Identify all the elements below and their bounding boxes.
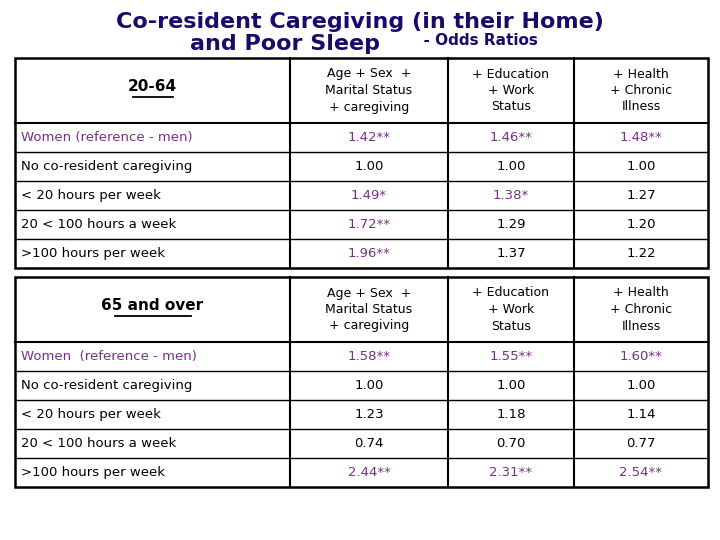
Bar [15,58,708,268]
Text: 1.22: 1.22 [626,247,656,260]
Text: 2.54**: 2.54** [619,466,662,479]
Text: No co-resident caregiving: No co-resident caregiving [21,379,192,392]
Text: 1.60**: 1.60** [620,350,662,363]
Text: 1.14: 1.14 [626,408,656,421]
Text: 1.29: 1.29 [496,218,526,231]
Text: >100 hours per week: >100 hours per week [21,247,165,260]
Text: >100 hours per week: >100 hours per week [21,466,165,479]
Text: 1.38*: 1.38* [493,189,529,202]
Text: 1.96**: 1.96** [348,247,390,260]
Text: 1.23: 1.23 [354,408,384,421]
Text: + Education
+ Work
Status: + Education + Work Status [472,287,549,333]
Text: 2.44**: 2.44** [348,466,390,479]
Text: 1.00: 1.00 [496,379,526,392]
Text: 1.00: 1.00 [626,160,656,173]
Text: 20 < 100 hours a week: 20 < 100 hours a week [21,218,176,231]
Text: 0.74: 0.74 [354,437,384,450]
Text: No co-resident caregiving: No co-resident caregiving [21,160,192,173]
Text: 2.31**: 2.31** [490,466,533,479]
Text: 0.70: 0.70 [496,437,526,450]
Text: Women (reference - men): Women (reference - men) [21,131,193,144]
Text: 1.00: 1.00 [354,160,384,173]
Text: Co-resident Caregiving (in their Home): Co-resident Caregiving (in their Home) [116,12,604,32]
Text: 1.46**: 1.46** [490,131,532,144]
Text: 1.00: 1.00 [354,379,384,392]
Text: + Health
+ Chronic
Illness: + Health + Chronic Illness [610,68,672,113]
Text: 1.20: 1.20 [626,218,656,231]
Text: 1.48**: 1.48** [620,131,662,144]
Text: 1.00: 1.00 [626,379,656,392]
Text: 0.77: 0.77 [626,437,656,450]
Text: 1.00: 1.00 [496,160,526,173]
Text: 1.27: 1.27 [626,189,656,202]
Text: Women  (reference - men): Women (reference - men) [21,350,197,363]
Text: and Poor Sleep: and Poor Sleep [190,34,380,54]
Text: 1.58**: 1.58** [348,350,390,363]
Text: < 20 hours per week: < 20 hours per week [21,408,161,421]
Text: 20-64: 20-64 [128,79,177,94]
Text: 1.55**: 1.55** [490,350,533,363]
Text: 20 < 100 hours a week: 20 < 100 hours a week [21,437,176,450]
Text: 1.42**: 1.42** [348,131,390,144]
Text: 1.49*: 1.49* [351,189,387,202]
Text: 65 and over: 65 and over [102,298,204,313]
Text: Age + Sex  +
Marital Status
+ caregiving: Age + Sex + Marital Status + caregiving [325,68,413,113]
Text: - Odds Ratios: - Odds Ratios [413,33,538,48]
Text: 1.18: 1.18 [496,408,526,421]
Text: 1.37: 1.37 [496,247,526,260]
Text: 1.72**: 1.72** [348,218,390,231]
Text: < 20 hours per week: < 20 hours per week [21,189,161,202]
Text: + Education
+ Work
Status: + Education + Work Status [472,68,549,113]
Bar [15,277,708,487]
Text: + Health
+ Chronic
Illness: + Health + Chronic Illness [610,287,672,333]
Text: Age + Sex  +
Marital Status
+ caregiving: Age + Sex + Marital Status + caregiving [325,287,413,333]
